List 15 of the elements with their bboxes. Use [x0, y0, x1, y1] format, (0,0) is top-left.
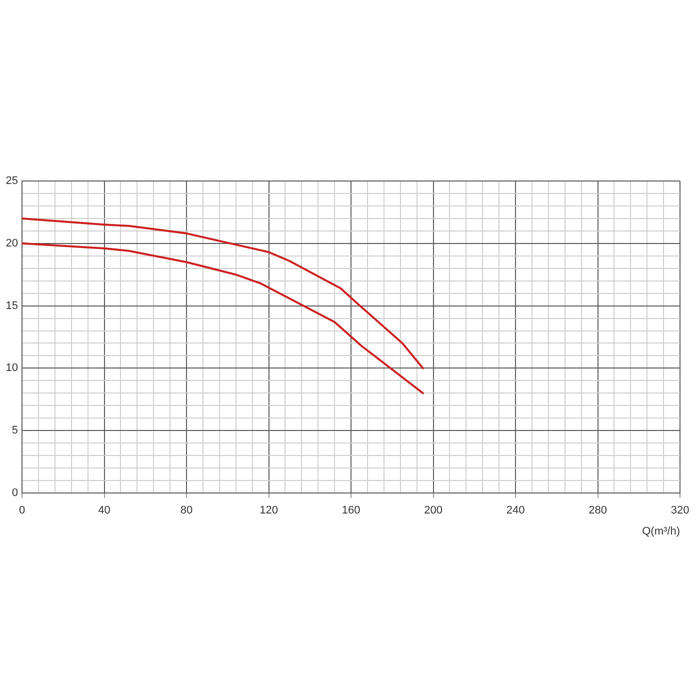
- x-tick-label: 320: [670, 504, 690, 517]
- x-tick-label: 160: [342, 504, 360, 517]
- y-tick-label: 0: [12, 487, 18, 500]
- x-tick-label: 240: [506, 504, 525, 517]
- y-tick-label: 25: [6, 175, 18, 188]
- x-tick-label: 120: [260, 504, 278, 517]
- x-tick-label: 200: [424, 504, 442, 517]
- y-tick-label: 15: [6, 300, 18, 312]
- y-tick-label: 5: [12, 424, 18, 437]
- x-tick-label: 40: [98, 504, 110, 517]
- y-tick-label: 20: [6, 237, 18, 250]
- x-tick-label: 80: [180, 504, 193, 517]
- x-axis-title: Q(m³/h): [642, 525, 680, 538]
- y-tick-label: 10: [6, 362, 18, 374]
- x-tick-label: 280: [588, 504, 607, 517]
